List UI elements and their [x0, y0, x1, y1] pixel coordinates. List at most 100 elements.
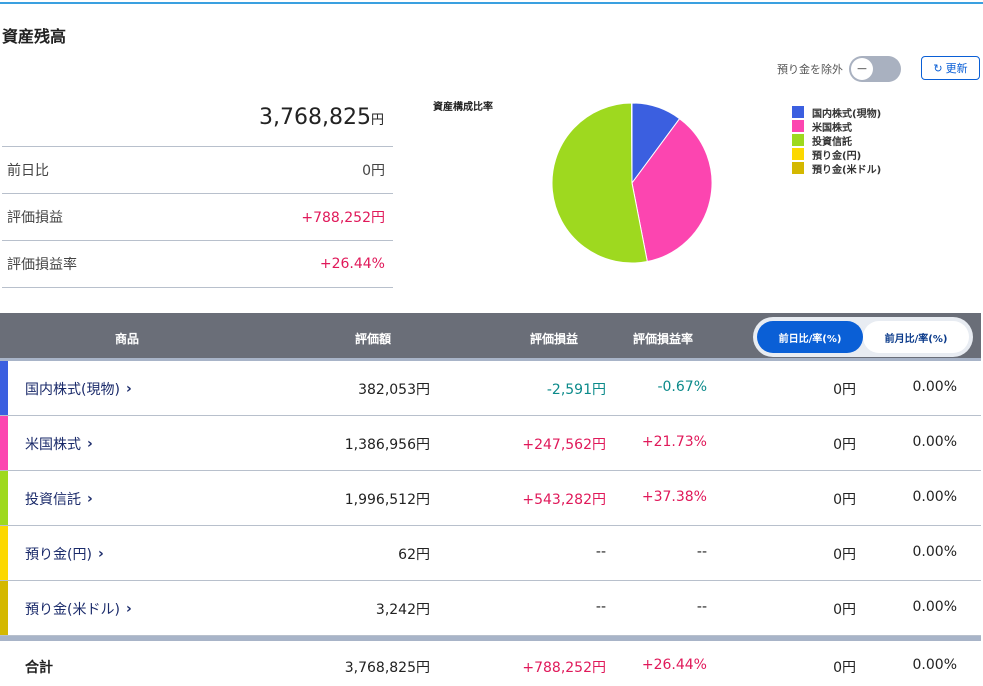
- total-value: 3,768,825: [259, 105, 371, 130]
- header-pl-rate: 評価損益率: [633, 332, 694, 346]
- pl-rate-cell: --: [696, 544, 707, 560]
- exclude-deposit-toggle-group: 預り金を除外 −: [777, 56, 901, 82]
- total-assets: 3,768,825円: [2, 95, 393, 147]
- category-color-bar: [0, 471, 8, 525]
- day-rate-cell: 0.00%: [912, 599, 957, 615]
- product-link[interactable]: 預り金(円) ›: [25, 544, 104, 564]
- product-name: 米国株式: [25, 437, 81, 453]
- legend-swatch: [792, 134, 804, 146]
- day-change-cell: 0円: [833, 547, 856, 563]
- summary-panel: 3,768,825円 前日比 0円評価損益 +788,252円評価損益率 +26.44…: [2, 95, 393, 288]
- tab-month-change[interactable]: 前月比/率(%): [863, 321, 969, 353]
- page-title: 資産残高: [2, 27, 67, 46]
- legend-label: 国内株式(現物): [812, 108, 882, 120]
- legend-label: 預り金(円): [812, 150, 862, 162]
- pl-rate-cell: --: [696, 599, 707, 615]
- legend-label: 米国株式: [812, 122, 852, 134]
- product-name: 預り金(円): [25, 547, 92, 563]
- summary-row: 評価損益 +788,252円: [2, 194, 393, 241]
- legend-label: 投資信託: [812, 136, 852, 148]
- pl-cell: -2,591円: [546, 382, 606, 398]
- legend-item: 預り金(円): [792, 147, 881, 162]
- refresh-button[interactable]: ↻ 更新: [921, 56, 980, 80]
- total-dayrate: 0.00%: [912, 657, 957, 673]
- refresh-icon: ↻: [933, 61, 943, 75]
- day-change-cell: 0円: [833, 602, 856, 618]
- summary-label: 前日比: [7, 163, 49, 179]
- chevron-right-icon: ›: [87, 491, 93, 507]
- total-pl: +788,252円: [522, 660, 606, 676]
- summary-row: 評価損益率 +26.44%: [2, 241, 393, 288]
- value-cell: 382,053円: [358, 382, 430, 398]
- day-rate-cell: 0.00%: [912, 434, 957, 450]
- day-change-cell: 0円: [833, 382, 856, 398]
- pie-legend: 国内株式(現物) 米国株式投資信託預り金(円) 預り金(米ドル): [792, 105, 882, 176]
- period-toggle: 前日比/率(%) 前月比/率(%): [753, 317, 973, 357]
- table-row: 国内株式(現物) › 382,053円 -2,591円 -0.67% 0円 0.0…: [0, 361, 981, 416]
- tab-day-change[interactable]: 前日比/率(%): [757, 321, 863, 353]
- table-header: 商品 評価額 評価損益 評価損益率 前日比/率(%) 前月比/率(%): [0, 313, 981, 361]
- category-color-bar: [0, 361, 8, 415]
- legend-item: 米国株式: [792, 119, 881, 134]
- table-row: 投資信託 › 1,996,512円 +543,282円 +37.38% 0円 0.…: [0, 471, 981, 526]
- header-product: 商品: [115, 332, 140, 346]
- legend-item: 投資信託: [792, 133, 881, 148]
- summary-label: 評価損益率: [7, 257, 77, 273]
- total-rate: +26.44%: [641, 657, 707, 673]
- summary-label: 評価損益: [7, 210, 63, 226]
- pl-rate-cell: -0.67%: [657, 379, 707, 395]
- pl-cell: +247,562円: [522, 437, 606, 453]
- summary-value: +788,252円: [301, 210, 385, 226]
- product-link[interactable]: 国内株式(現物) ›: [25, 379, 132, 399]
- pl-cell: --: [595, 599, 606, 615]
- product-link[interactable]: 預り金(米ドル) ›: [25, 599, 132, 619]
- pie-title: 資産構成比率: [433, 102, 493, 113]
- total-value-cell: 3,768,825円: [344, 660, 430, 676]
- legend-swatch: [792, 120, 804, 132]
- holdings-table: 商品 評価額 評価損益 評価損益率 前日比/率(%) 前月比/率(%) 国内株式…: [0, 313, 981, 686]
- pie-slice: [551, 102, 648, 264]
- table-row: 預り金(円) › 62円 -- -- 0円 0.00%: [0, 526, 981, 581]
- total-row: 合計 3,768,825円 +788,252円 +26.44% 0円 0.00%: [0, 636, 981, 686]
- legend-swatch: [792, 162, 804, 174]
- category-color-bar: [0, 416, 8, 470]
- day-change-cell: 0円: [833, 437, 856, 453]
- allocation-pie-chart: [551, 102, 713, 264]
- legend-swatch: [792, 106, 804, 118]
- header-pl: 評価損益: [530, 332, 579, 346]
- exclude-deposit-toggle[interactable]: −: [849, 56, 901, 82]
- total-label: 合計: [25, 660, 53, 676]
- value-cell: 1,996,512円: [344, 492, 430, 508]
- product-name: 国内株式(現物): [25, 382, 120, 398]
- day-change-cell: 0円: [833, 492, 856, 508]
- day-rate-cell: 0.00%: [912, 489, 957, 505]
- summary-value: +26.44%: [319, 256, 385, 272]
- value-cell: 3,242円: [375, 602, 430, 618]
- pl-rate-cell: +37.38%: [641, 489, 707, 505]
- header-value: 評価額: [355, 332, 392, 346]
- chevron-right-icon: ›: [125, 381, 132, 397]
- product-name: 投資信託: [25, 492, 81, 508]
- pl-cell: +543,282円: [522, 492, 606, 508]
- legend-item: 国内株式(現物): [792, 105, 882, 120]
- pie-slice: [631, 117, 713, 263]
- value-cell: 62円: [398, 547, 430, 563]
- chevron-right-icon: ›: [97, 546, 104, 562]
- table-row: 米国株式 › 1,386,956円 +247,562円 +21.73% 0円 0.…: [0, 416, 981, 471]
- value-cell: 1,386,956円: [344, 437, 430, 453]
- product-link[interactable]: 投資信託 ›: [25, 489, 93, 509]
- day-rate-cell: 0.00%: [912, 379, 957, 395]
- category-color-bar: [0, 581, 8, 635]
- legend-item: 預り金(米ドル): [792, 161, 882, 176]
- product-link[interactable]: 米国株式 ›: [25, 434, 93, 454]
- legend-label: 預り金(米ドル): [812, 164, 882, 176]
- day-rate-cell: 0.00%: [912, 544, 957, 560]
- chevron-right-icon: ›: [125, 601, 132, 617]
- pl-cell: --: [595, 544, 606, 560]
- minus-icon: −: [851, 58, 873, 80]
- category-color-bar: [0, 526, 8, 580]
- summary-row: 前日比 0円: [2, 147, 393, 194]
- pl-rate-cell: +21.73%: [641, 434, 707, 450]
- exclude-deposit-label: 預り金を除外: [777, 63, 843, 76]
- total-day: 0円: [833, 660, 856, 676]
